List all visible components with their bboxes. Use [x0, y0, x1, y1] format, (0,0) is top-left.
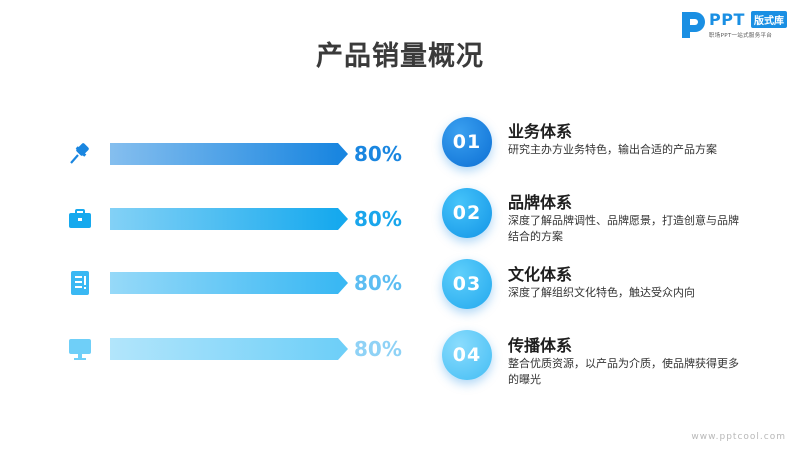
brand-logo: PPT 版式库 职场PPT一站式服务平台	[679, 8, 795, 44]
feature-title: 文化体系	[508, 265, 573, 284]
bar-value-label: 80%	[354, 142, 402, 166]
bar-row: 80%	[60, 270, 420, 296]
feature-description: 深度了解品牌调性、品牌愿景，打造创意与品牌结合的方案	[508, 214, 739, 243]
bar-row: 80%	[60, 141, 420, 167]
bar-value-label: 80%	[354, 207, 402, 231]
feature-description: 整合优质资源，以产品为介质，使品牌获得更多的曝光	[508, 357, 739, 386]
bar	[110, 208, 338, 230]
bar-row: 80%	[60, 336, 420, 362]
bar	[110, 338, 338, 360]
bar-arrow	[338, 338, 348, 360]
feature-description: 深度了解组织文化特色，触达受众内向	[508, 286, 695, 299]
document-icon	[71, 271, 89, 295]
logo-brand-text: PPT	[709, 10, 745, 29]
watermark: www.pptcool.com	[691, 432, 786, 442]
feature-title: 业务体系	[508, 122, 573, 141]
feature-number-badge: 03	[442, 259, 492, 309]
pin-icon	[70, 143, 89, 164]
bar-value-label: 80%	[354, 337, 402, 361]
page-title: 产品销量概况	[316, 41, 484, 72]
feature-number-badge: 01	[442, 117, 492, 167]
bar	[110, 272, 338, 294]
feature-number-badge: 02	[442, 188, 492, 238]
bar-arrow	[338, 143, 348, 165]
logo-badge: 版式库	[751, 11, 787, 28]
feature-title: 品牌体系	[508, 193, 573, 212]
feature-number-badge: 04	[442, 330, 492, 380]
bar-arrow	[338, 208, 348, 230]
bar-arrow	[338, 272, 348, 294]
bar-row: 80%	[60, 206, 420, 232]
logo-tagline: 职场PPT一站式服务平台	[709, 33, 773, 39]
bar	[110, 143, 338, 165]
monitor-icon	[69, 339, 91, 360]
feature-description: 研究主办方业务特色，输出合适的产品方案	[508, 143, 717, 156]
briefcase-icon	[69, 209, 91, 228]
bar-value-label: 80%	[354, 271, 402, 295]
feature-title: 传播体系	[508, 336, 573, 355]
logo-p-icon	[682, 12, 705, 38]
